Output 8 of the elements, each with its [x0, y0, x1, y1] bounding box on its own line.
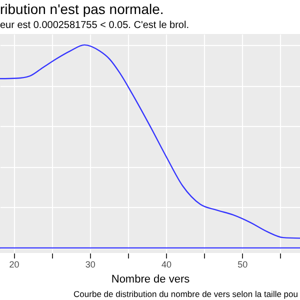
x-tick-label: 30 — [85, 260, 96, 270]
x-axis-title: Nombre de vers — [111, 274, 190, 286]
x-tick-label: 20 — [9, 260, 20, 270]
text: Courbe de distribution du nombre de vers selon la taille pou — [74, 289, 298, 299]
chart-title: ribution n'est pas normale. — [0, 1, 164, 17]
chart-subtitle: eur est 0.0002581755 < 0.05. C'est le brol. — [0, 20, 189, 31]
x-tick-label: 50 — [238, 260, 248, 270]
x-tick-label: 40 — [161, 260, 172, 270]
